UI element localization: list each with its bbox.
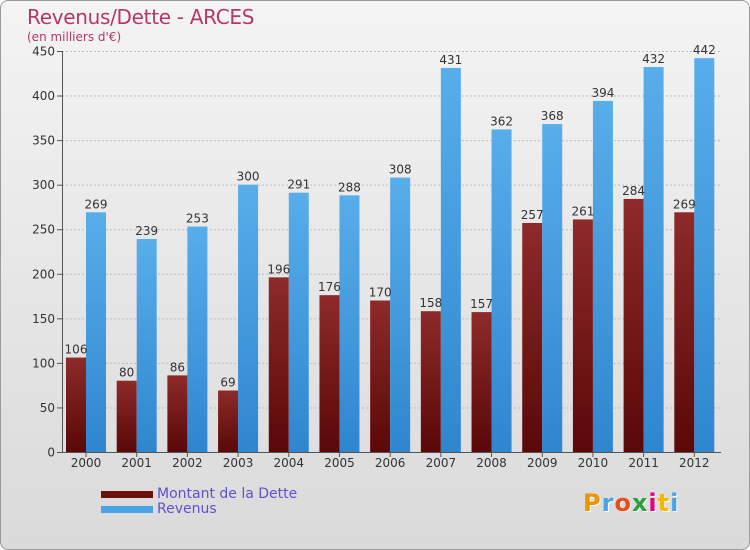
chart-title: Revenus/Dette - ARCES [27, 5, 255, 29]
logo-letter: x [631, 489, 649, 517]
x-tick-label: 2004 [273, 456, 304, 470]
data-label-dette: 106 [65, 343, 88, 357]
x-tick-label: 2005 [324, 456, 355, 470]
legend-label-revenus: Revenus [157, 501, 217, 517]
data-label-revenus: 253 [186, 212, 209, 226]
x-tick-label: 2006 [375, 456, 406, 470]
bar-dette [471, 312, 492, 452]
bar-dette [218, 390, 239, 452]
logo-letter: i [670, 489, 680, 517]
bar-dette [370, 300, 391, 452]
data-label-revenus: 288 [338, 180, 361, 194]
legend-label-dette: Montant de la Dette [157, 486, 298, 502]
data-label-revenus: 394 [591, 86, 614, 100]
bar-revenus [238, 184, 259, 452]
data-label-revenus: 239 [135, 224, 158, 238]
data-label-revenus: 362 [490, 114, 513, 128]
data-label-revenus: 300 [237, 170, 260, 184]
bar-revenus [288, 192, 309, 453]
logo-letter: P [583, 489, 602, 517]
chart-subtitle: (en milliers d'€) [27, 30, 122, 44]
legend-swatch-revenus [101, 506, 153, 513]
bar-revenus [694, 58, 715, 453]
data-label-dette: 170 [369, 286, 392, 300]
data-label-revenus: 269 [85, 197, 108, 211]
y-tick-label: 50 [40, 401, 55, 415]
data-label-dette: 158 [419, 296, 442, 310]
data-label-revenus: 442 [693, 43, 716, 57]
data-label-revenus: 432 [642, 52, 665, 66]
x-tick-label: 2012 [679, 456, 710, 470]
logo-letter: o [614, 489, 632, 517]
legend-item-revenus: Revenus [101, 502, 297, 517]
x-tick-label: 2007 [426, 456, 457, 470]
y-tick-label: 450 [32, 45, 55, 59]
bar-dette [319, 295, 340, 452]
bar-revenus [643, 67, 664, 452]
legend: Montant de la Dette Revenus [101, 487, 297, 517]
y-tick-label: 0 [47, 446, 55, 460]
data-label-dette: 269 [673, 197, 696, 211]
x-tick-label: 2008 [476, 456, 507, 470]
x-tick-label: 2009 [527, 456, 558, 470]
bar-dette [167, 375, 188, 452]
bar-revenus [542, 124, 563, 453]
data-label-dette: 176 [318, 280, 341, 294]
x-tick-label: 2000 [71, 456, 102, 470]
data-label-revenus: 431 [439, 53, 462, 67]
y-tick-label: 400 [32, 89, 55, 103]
data-label-dette: 86 [170, 360, 185, 374]
bar-revenus [491, 129, 512, 452]
bar-revenus [86, 212, 106, 452]
y-tick-label: 100 [32, 356, 55, 370]
bar-revenus [339, 195, 360, 453]
y-tick-label: 150 [32, 312, 55, 326]
x-tick-label: 2010 [578, 456, 609, 470]
bar-revenus [390, 177, 411, 452]
data-label-dette: 284 [622, 184, 645, 198]
data-label-dette: 257 [521, 208, 544, 222]
bar-dette [420, 311, 441, 452]
legend-swatch-dette [101, 491, 153, 498]
bar-revenus [440, 67, 461, 452]
bar-revenus [187, 226, 208, 452]
bar-dette [268, 277, 289, 452]
bar-revenus [136, 239, 157, 452]
data-label-revenus: 368 [541, 109, 564, 123]
data-label-dette: 157 [470, 297, 493, 311]
data-label-revenus: 291 [287, 178, 310, 192]
data-label-revenus: 308 [389, 163, 412, 177]
proxiti-logo: Proxiti [583, 489, 679, 517]
data-label-dette: 69 [220, 376, 235, 390]
bar-revenus [592, 100, 613, 452]
x-tick-label: 2003 [223, 456, 254, 470]
data-label-dette: 196 [267, 262, 290, 276]
y-tick-label: 250 [32, 223, 55, 237]
bar-dette [623, 198, 644, 452]
y-tick-label: 200 [32, 267, 55, 281]
y-tick-label: 300 [32, 178, 55, 192]
data-label-dette: 261 [571, 204, 594, 218]
x-tick-label: 2011 [628, 456, 659, 470]
bar-dette [66, 357, 86, 452]
bar-dette [674, 212, 695, 452]
y-tick-label: 350 [32, 134, 55, 148]
x-tick-label: 2001 [121, 456, 152, 470]
bar-dette [522, 222, 543, 452]
x-tick-label: 2002 [172, 456, 203, 470]
logo-letter: i [648, 489, 658, 517]
bar-dette [572, 219, 593, 452]
logo-letter: t [657, 489, 671, 517]
bar-dette [116, 380, 137, 452]
data-label-dette: 80 [119, 366, 134, 380]
logo-letter: r [601, 489, 615, 517]
legend-item-dette: Montant de la Dette [101, 487, 297, 502]
